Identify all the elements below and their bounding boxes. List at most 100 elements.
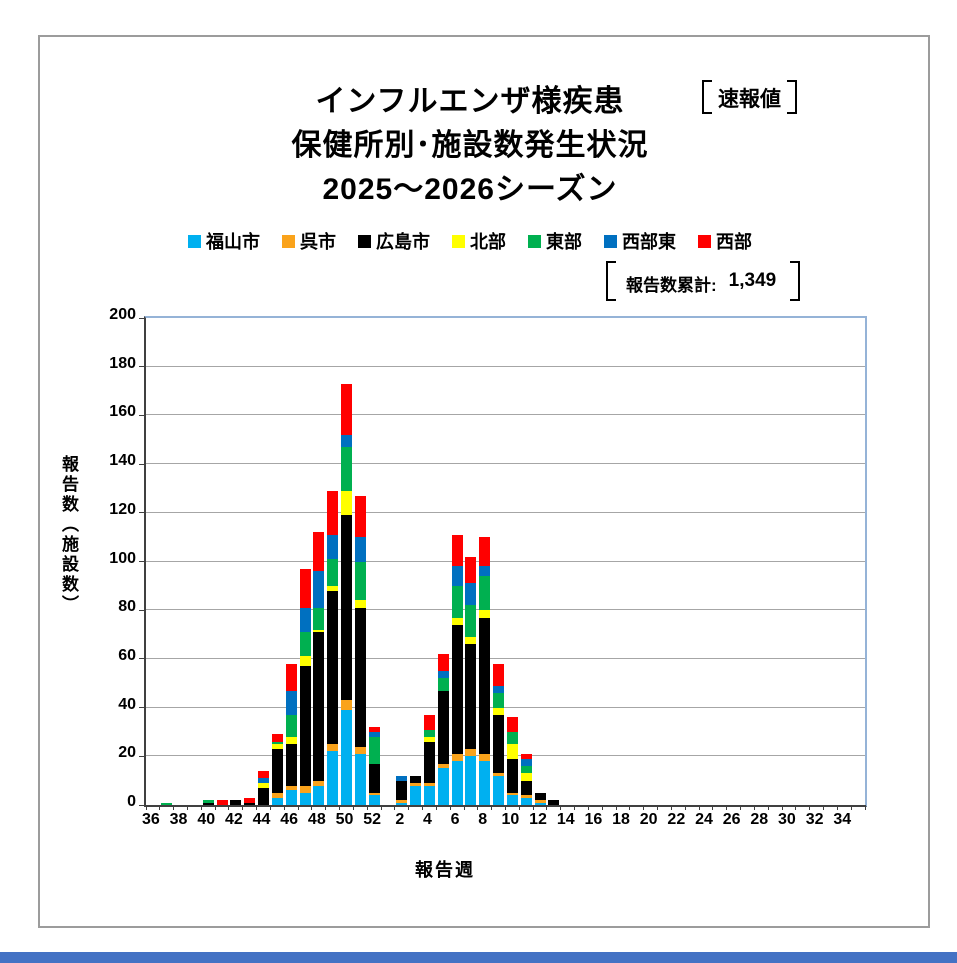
gridline	[146, 414, 865, 416]
x-axis-label-week-26: 26	[722, 811, 741, 828]
y-axis-label-200: 200	[109, 306, 136, 323]
legend-label: 北部	[470, 232, 506, 252]
x-axis-tick	[712, 805, 714, 810]
x-axis-tick	[518, 805, 520, 810]
x-axis-label-week-30: 30	[778, 811, 796, 828]
x-axis-tick	[615, 805, 617, 810]
bar-segment-西部東-week-7	[465, 583, 477, 606]
bar-segment-東部-week-46	[285, 714, 297, 737]
bar-segment-西部-week-45	[271, 734, 283, 742]
bar-segment-広島市-week-10	[506, 758, 518, 793]
x-axis-title: 報告週	[415, 860, 475, 880]
bar-segment-西部-week-43	[244, 797, 256, 803]
bar-segment-呉市-week-8	[479, 753, 491, 762]
bar-segment-呉市-week-47	[299, 785, 311, 793]
bar-segment-広島市-week-52	[368, 763, 380, 793]
y-axis-label-160: 160	[109, 403, 136, 421]
x-axis-tick	[767, 805, 769, 810]
bar-segment-福山市-week-50	[340, 710, 352, 805]
chart-title-line2: 保健所別･施設数発生状況	[291, 129, 649, 162]
legend-label: 福山市	[206, 232, 260, 252]
bar-segment-広島市-week-9	[493, 714, 505, 774]
legend-swatch-icon	[188, 234, 201, 248]
bar-segment-西部-week-6	[451, 534, 463, 567]
x-axis-label-week-24: 24	[695, 811, 713, 828]
bar-segment-東部-week-11	[520, 766, 532, 774]
y-axis-tick	[139, 561, 144, 562]
gridline	[146, 511, 865, 513]
bar-segment-呉市-week-50	[340, 700, 352, 711]
x-axis-label-week-40: 40	[197, 811, 216, 828]
bar-segment-福山市-week-10	[506, 795, 518, 805]
bar-segment-東部-week-37	[161, 802, 173, 805]
bar-segment-西部東-week-5	[437, 671, 449, 679]
bar-segment-広島市-week-49	[327, 590, 339, 745]
x-axis-label-week-34: 34	[833, 811, 852, 828]
bar-segment-呉市-week-6	[451, 753, 463, 762]
bar-segment-西部東-week-11	[520, 758, 532, 767]
bar-segment-西部-week-41	[216, 800, 228, 805]
gridline	[146, 560, 865, 562]
bar-segment-呉市-week-3	[410, 783, 422, 786]
bar-segment-福山市-week-12	[534, 802, 546, 805]
y-axis-tick	[139, 804, 144, 806]
legend-label: 東部	[546, 232, 582, 252]
bar-segment-西部-week-7	[465, 556, 477, 584]
bar-segment-広島市-week-13	[548, 800, 560, 805]
bar-segment-呉市-week-51	[354, 746, 366, 754]
bar-segment-広島市-week-40	[202, 802, 214, 805]
x-axis-label-week-48: 48	[307, 811, 326, 828]
bar-segment-西部-week-50	[340, 383, 352, 435]
bar-segment-福山市-week-45	[271, 797, 283, 805]
bar-segment-西部東-week-46	[285, 690, 297, 715]
bar-segment-西部-week-10	[506, 717, 518, 732]
y-axis-label-120: 120	[109, 500, 136, 518]
bar-segment-呉市-week-10	[506, 792, 518, 796]
y-axis-label-20: 20	[118, 744, 136, 762]
x-axis-tick	[380, 805, 382, 810]
bar-segment-呉市-week-48	[313, 780, 325, 786]
bar-segment-福山市-week-9	[493, 775, 505, 805]
x-axis-label-week-38: 38	[169, 811, 188, 828]
bar-segment-広島市-week-42	[230, 800, 242, 805]
x-axis-tick	[864, 805, 866, 810]
bar-segment-北部-week-50	[340, 490, 352, 516]
bar-segment-東部-week-50	[340, 447, 352, 491]
y-axis-tick	[139, 512, 144, 514]
x-axis-tick	[214, 805, 216, 810]
bar-segment-福山市-week-46	[285, 790, 297, 805]
x-axis-tick	[173, 805, 175, 810]
bar-segment-北部-week-9	[493, 707, 505, 715]
bar-segment-東部-week-5	[437, 678, 449, 691]
x-axis-tick	[643, 805, 645, 810]
x-axis-tick	[560, 805, 562, 810]
bar-segment-北部-week-48	[313, 629, 325, 633]
x-axis-label-week-18: 18	[612, 811, 630, 828]
bar-segment-広島市-week-50	[340, 515, 352, 701]
bar-segment-福山市-week-49	[327, 751, 339, 805]
x-axis-label-week-6: 6	[450, 811, 460, 828]
x-axis-tick	[823, 805, 825, 810]
legend-swatch-icon	[528, 234, 541, 248]
x-axis-tick	[269, 805, 271, 810]
bar-segment-呉市-week-46	[285, 785, 297, 791]
chart-title-line3: 2025～2026シーズン	[322, 173, 618, 206]
bar-segment-広島市-week-47	[299, 666, 311, 786]
bar-segment-西部東-week-8	[479, 566, 491, 577]
bar-segment-西部東-week-9	[493, 685, 505, 693]
x-axis-tick	[186, 805, 188, 810]
x-axis-label-week-32: 32	[805, 811, 824, 828]
bar-segment-東部-week-6	[451, 585, 463, 618]
bar-segment-呉市-week-12	[534, 800, 546, 803]
bar-segment-東部-week-8	[479, 576, 491, 611]
bar-segment-東部-week-7	[465, 605, 477, 637]
bar-segment-広島市-week-6	[451, 624, 463, 754]
legend-swatch-icon	[452, 234, 465, 248]
x-axis-label-week-22: 22	[667, 811, 686, 828]
x-axis-tick	[477, 805, 479, 810]
bar-segment-西部-week-51	[354, 495, 366, 538]
bar-segment-呉市-week-49	[327, 744, 339, 752]
bar-segment-呉市-week-11	[520, 795, 532, 798]
bar-segment-西部-week-52	[368, 727, 380, 732]
